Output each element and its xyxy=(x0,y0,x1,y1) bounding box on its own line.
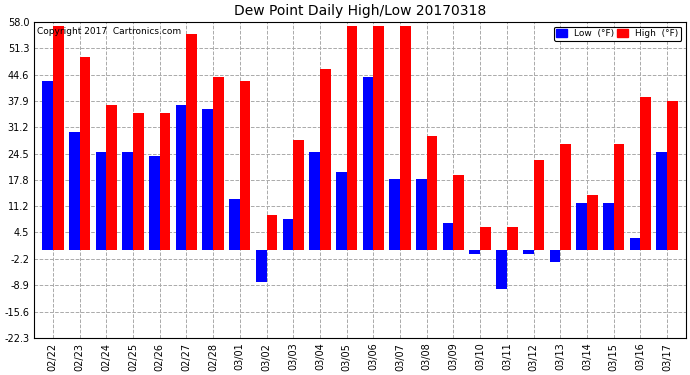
Bar xyxy=(496,250,507,290)
Bar xyxy=(630,238,640,250)
Bar xyxy=(507,226,518,250)
Bar xyxy=(213,77,224,250)
Bar xyxy=(656,152,667,250)
Bar xyxy=(159,112,170,250)
Bar xyxy=(42,81,53,250)
Bar xyxy=(523,250,533,254)
Bar xyxy=(320,69,331,250)
Bar xyxy=(293,140,304,250)
Bar xyxy=(416,179,426,250)
Bar xyxy=(560,144,571,250)
Bar xyxy=(533,160,544,250)
Bar xyxy=(176,105,186,250)
Bar xyxy=(229,199,240,250)
Bar xyxy=(469,250,480,254)
Legend: Low  (°F), High  (°F): Low (°F), High (°F) xyxy=(553,27,681,41)
Bar xyxy=(149,156,159,250)
Bar xyxy=(122,152,133,250)
Bar xyxy=(69,132,79,250)
Title: Dew Point Daily High/Low 20170318: Dew Point Daily High/Low 20170318 xyxy=(234,4,486,18)
Bar xyxy=(309,152,320,250)
Bar xyxy=(202,109,213,250)
Bar xyxy=(587,195,598,250)
Bar xyxy=(266,215,277,250)
Bar xyxy=(96,152,106,250)
Bar xyxy=(389,179,400,250)
Bar xyxy=(106,105,117,250)
Bar xyxy=(256,250,266,282)
Text: Copyright 2017  Cartronics.com: Copyright 2017 Cartronics.com xyxy=(37,27,181,36)
Bar xyxy=(400,26,411,250)
Bar xyxy=(186,34,197,250)
Bar xyxy=(53,26,63,250)
Bar xyxy=(346,26,357,250)
Bar xyxy=(133,112,144,250)
Bar xyxy=(576,203,587,250)
Bar xyxy=(373,26,384,250)
Bar xyxy=(550,250,560,262)
Bar xyxy=(443,223,453,250)
Bar xyxy=(667,101,678,250)
Bar xyxy=(603,203,613,250)
Bar xyxy=(426,136,437,250)
Bar xyxy=(282,219,293,250)
Bar xyxy=(453,176,464,250)
Bar xyxy=(480,226,491,250)
Bar xyxy=(363,77,373,250)
Bar xyxy=(79,57,90,250)
Bar xyxy=(613,144,624,250)
Bar xyxy=(240,81,250,250)
Bar xyxy=(336,171,346,250)
Bar xyxy=(640,97,651,250)
